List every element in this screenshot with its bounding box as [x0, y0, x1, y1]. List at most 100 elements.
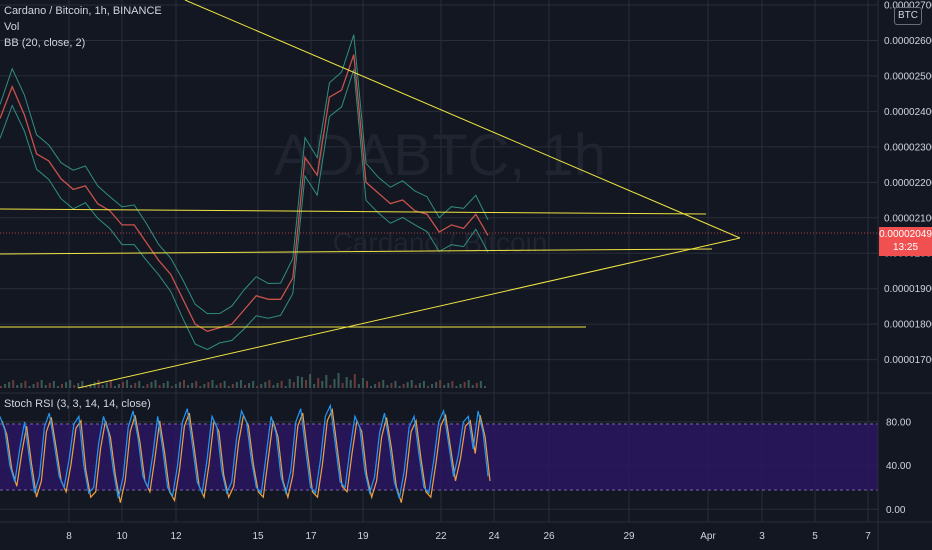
- volume-bar: [406, 382, 409, 388]
- volume-bar: [20, 383, 23, 388]
- volume-bar: [138, 381, 141, 388]
- volume-bar: [394, 381, 397, 388]
- volume-bar: [276, 383, 279, 388]
- volume-bar: [471, 385, 474, 388]
- volume-bar: [402, 384, 405, 388]
- volume-bar: [475, 383, 478, 388]
- stoch-legend[interactable]: Stoch RSI (3, 3, 14, 14, close): [4, 398, 151, 410]
- volume-bar: [130, 385, 133, 388]
- stoch-band: [0, 424, 878, 490]
- volume-bar: [467, 380, 470, 388]
- price-tick-label: 0.00002700: [884, 1, 932, 12]
- price-tick-label: 0.00002500: [884, 71, 932, 82]
- volume-bar: [89, 384, 92, 388]
- volume-bar: [40, 380, 43, 388]
- time-axis[interactable]: 8 10 12 15 17 19 22 24 26 29 Apr 3 5 7: [66, 531, 871, 542]
- volume-bar: [390, 383, 393, 388]
- volume-legend[interactable]: Vol: [4, 21, 20, 33]
- volume-bar: [427, 386, 429, 388]
- volume-bar: [341, 383, 344, 388]
- volume-bar: [422, 381, 425, 388]
- volume-bar: [288, 379, 291, 388]
- stoch-axis[interactable]: 80.00 40.00 0.00: [886, 417, 911, 515]
- volume-bar: [52, 381, 55, 388]
- time-tick-label: 3: [759, 531, 765, 542]
- volume-bar: [239, 380, 242, 388]
- volume-bar: [8, 382, 11, 388]
- symbol-legend[interactable]: Cardano / Bitcoin, 1h, BINANCE: [4, 5, 162, 17]
- watermark-symbol: ADABTC, 1h: [274, 123, 606, 188]
- volume-bar: [309, 374, 312, 388]
- trendline[interactable]: [0, 208, 707, 215]
- volume-bar: [374, 384, 377, 388]
- volume-bar: [44, 385, 47, 388]
- volume-bar: [24, 381, 27, 388]
- volume-bar: [345, 377, 348, 388]
- volume-bar: [455, 386, 458, 388]
- volume-bar: [483, 386, 486, 388]
- volume-bar: [223, 381, 226, 388]
- volume-bar: [101, 385, 104, 388]
- bollinger-legend[interactable]: BB (20, close, 2): [4, 37, 86, 49]
- stoch-tick-label: 0.00: [886, 505, 906, 516]
- volume-bar: [357, 384, 360, 388]
- volume-bar: [227, 386, 230, 388]
- volume-bar: [113, 386, 116, 388]
- volume-bar: [211, 380, 214, 388]
- volume-bar: [366, 381, 368, 388]
- currency-badge[interactable]: BTC: [894, 7, 922, 25]
- volume-bar: [256, 386, 259, 388]
- trendline[interactable]: [77, 237, 741, 389]
- volume-bar: [170, 386, 173, 388]
- volume-bar: [85, 386, 88, 388]
- volume-bar: [313, 384, 316, 388]
- volume-bar: [337, 373, 340, 388]
- volume-bar: [174, 384, 177, 388]
- volume-bar: [459, 384, 462, 388]
- volume-bar: [199, 386, 202, 388]
- price-badge-countdown: 13:25: [892, 242, 919, 253]
- stoch-tick-label: 40.00: [886, 461, 911, 472]
- volume-bar: [317, 378, 320, 388]
- bollinger-bands: [0, 34, 489, 351]
- volume-bar: [187, 385, 190, 388]
- bollinger-lower: [0, 69, 489, 351]
- volume-bar: [93, 382, 96, 388]
- trendline[interactable]: [184, 0, 741, 239]
- time-tick-label: 7: [865, 531, 871, 542]
- volume-bar: [292, 382, 295, 388]
- volume-bar: [479, 381, 482, 388]
- volume-bar: [321, 381, 324, 388]
- price-tick-label: 0.00001900: [884, 284, 932, 295]
- time-tick-label: 12: [170, 531, 182, 542]
- time-tick-label: 17: [305, 531, 317, 542]
- volume-bar: [353, 374, 356, 388]
- volume-bar: [361, 378, 364, 388]
- price-tick-label: 0.00002400: [884, 107, 932, 118]
- time-tick-label: 15: [252, 531, 264, 542]
- volume-bar: [231, 384, 234, 388]
- volume-bar: [178, 382, 181, 388]
- volume-bar: [398, 386, 401, 388]
- price-series: [0, 54, 489, 333]
- price-line: [0, 54, 489, 333]
- price-tick-label: 0.00002300: [884, 142, 932, 153]
- time-tick-label: 24: [488, 531, 500, 542]
- price-badge-value: 0.00002049: [879, 229, 932, 240]
- volume-bar: [443, 385, 446, 388]
- volume-bar: [382, 380, 385, 388]
- volume-bar: [134, 383, 137, 388]
- volume-bar: [126, 380, 129, 388]
- trendlines: [0, 0, 741, 389]
- volume-bar: [280, 381, 283, 388]
- volume-bar: [447, 383, 450, 388]
- volume-bar: [418, 383, 421, 388]
- volume-bar: [207, 382, 210, 388]
- volume-bar: [166, 381, 169, 388]
- trendline[interactable]: [0, 248, 713, 255]
- price-tick-label: 0.00002100: [884, 213, 932, 224]
- volume-bar: [162, 383, 165, 388]
- time-tick-label: 22: [435, 531, 447, 542]
- volume-bar: [154, 380, 157, 388]
